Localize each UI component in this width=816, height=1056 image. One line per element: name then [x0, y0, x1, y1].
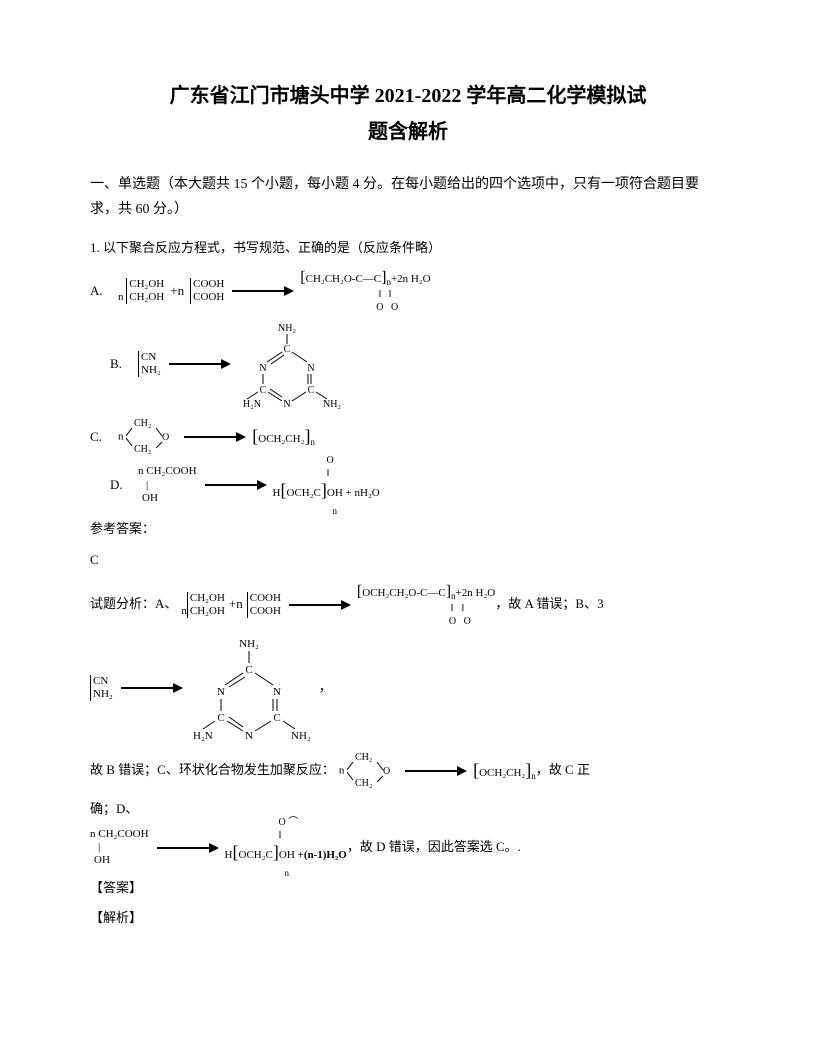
arrow-icon	[184, 436, 244, 438]
arrow-icon	[232, 290, 292, 292]
answer-value: C	[90, 550, 726, 571]
analysis-b-diagram: C N NH₂ NH₂ C N N C C N H₂N NH₂	[90, 633, 319, 743]
option-c-diagram: n CH₂ O CH₂ [OCH₂CH₂]n	[118, 417, 315, 457]
svg-text:N: N	[259, 363, 266, 374]
option-a-label: A.	[90, 281, 114, 302]
option-d-diagram: n CH₂COOH | OH O ‖ H[OCH₂C]OH + nH₂O n	[138, 465, 380, 505]
analysis-row-c: 故 B 错误；C、环状化合物发生加聚反应： n CH₂ O CH₂ [OCH₂C…	[90, 751, 726, 791]
svg-text:C: C	[307, 385, 314, 396]
page-title-line1: 广东省江门市塘头中学 2021-2022 学年高二化学模拟试	[90, 80, 726, 112]
svg-text:H₂N: H₂N	[243, 399, 261, 409]
triazine-structure-large-icon: NH₂ C N N C C N H₂N NH₂	[189, 633, 319, 743]
analysis-bracket: 【解析】	[90, 908, 726, 929]
analysis-row-a: 试题分析：A、 n CH₂OH CH₂OH +n COOH COOH [OCH₂…	[90, 585, 726, 625]
arrow-icon	[405, 770, 465, 772]
page-title-line2: 题含解析	[90, 116, 726, 148]
option-b-label: B.	[110, 354, 134, 375]
analysis-row-b: C N NH₂ NH₂ C N N C C N H₂N NH₂	[90, 633, 726, 743]
analysis-c-conclusion-row: 确；D、	[90, 799, 726, 820]
analysis-d-diagram: n CH₂COOH | OH O ⌒ ‖ H[OCH₂C]OH +(n-1)H₂…	[90, 828, 347, 868]
svg-text:NH₂: NH₂	[291, 730, 311, 742]
svg-text:NH₂: NH₂	[323, 399, 341, 409]
analysis-c-diagram: n CH₂ O CH₂ [OCH₂CH₂]n	[339, 751, 536, 791]
question-1-text: 1. 以下聚合反应方程式，书写规范、正确的是（反应条件略）	[90, 238, 726, 259]
svg-text:C: C	[217, 712, 224, 724]
svg-text:CH₂: CH₂	[134, 444, 151, 454]
svg-text:O: O	[162, 432, 169, 443]
option-d: D. n CH₂COOH | OH O ‖ H[OCH₂C]OH + nH₂O …	[110, 465, 726, 505]
section-header: 一、单选题（本大题共 15 个小题，每小题 4 分。在每小题给出的四个选项中，只…	[90, 172, 726, 222]
svg-text:N: N	[283, 399, 290, 409]
svg-text:C: C	[245, 664, 252, 676]
svg-text:H₂N: H₂N	[193, 730, 213, 742]
analysis-a-diagram: n CH₂OH CH₂OH +n COOH COOH [OCH₂CH₂O-C—C…	[181, 585, 495, 625]
analysis-prefix: 试题分析：A、	[90, 594, 177, 615]
svg-text:N: N	[307, 363, 314, 374]
answer-bracket: 【答案】	[90, 878, 726, 899]
analysis-c-suffix: ，故 C 正	[536, 760, 590, 781]
svg-text:N: N	[245, 730, 253, 742]
svg-text:N: N	[217, 686, 225, 698]
answer-label: 参考答案：	[90, 519, 726, 540]
analysis-b-conclusion: 故 B 错误；C、环状化合物发生加聚反应：	[90, 760, 335, 781]
svg-text:O: O	[383, 766, 390, 777]
svg-text:NH₂: NH₂	[239, 638, 259, 650]
svg-text:N: N	[273, 686, 281, 698]
svg-text:NH₂: NH₂	[278, 323, 296, 334]
arrow-icon	[157, 847, 217, 849]
option-a: A. n CH₂OH CH₂OH +n COOH COOH [CH₂CH₂O-C…	[90, 271, 726, 311]
option-a-diagram: n CH₂OH CH₂OH +n COOH COOH [CH₂CH₂O-C—C]…	[118, 271, 431, 311]
svg-text:CH₂: CH₂	[134, 418, 151, 429]
option-b-diagram: CN NH₂ NH₂ C N N C C N H₂N NH₂	[138, 319, 347, 409]
option-b: B. CN NH₂ NH₂ C N N C C N	[110, 319, 726, 409]
analysis-row-d: n CH₂COOH | OH O ⌒ ‖ H[OCH₂C]OH +(n-1)H₂…	[90, 828, 726, 868]
svg-text:CH₂: CH₂	[355, 778, 372, 788]
analysis-b-suffix: ，	[319, 677, 332, 698]
option-c: C. n CH₂ O CH₂ [OCH₂CH₂]n	[90, 417, 726, 457]
svg-text:C: C	[259, 385, 266, 396]
arrow-icon	[205, 484, 265, 486]
arrow-icon	[289, 604, 349, 606]
triazine-structure-icon: NH₂ C N N C C N H₂N NH₂	[237, 319, 347, 409]
option-d-label: D.	[110, 475, 134, 496]
analysis-d-suffix: ，故 D 错误，因此答案选 C。.	[347, 837, 521, 858]
analysis-c-conclusion: 确；D、	[90, 799, 138, 820]
svg-text:C: C	[273, 712, 280, 724]
arrow-icon	[169, 363, 229, 365]
svg-text:CH₂: CH₂	[355, 752, 372, 763]
svg-text:C: C	[283, 344, 290, 355]
analysis-a-suffix: ，故 A 错误；B、3	[495, 594, 603, 615]
option-c-label: C.	[90, 427, 114, 448]
arrow-icon	[121, 687, 181, 689]
